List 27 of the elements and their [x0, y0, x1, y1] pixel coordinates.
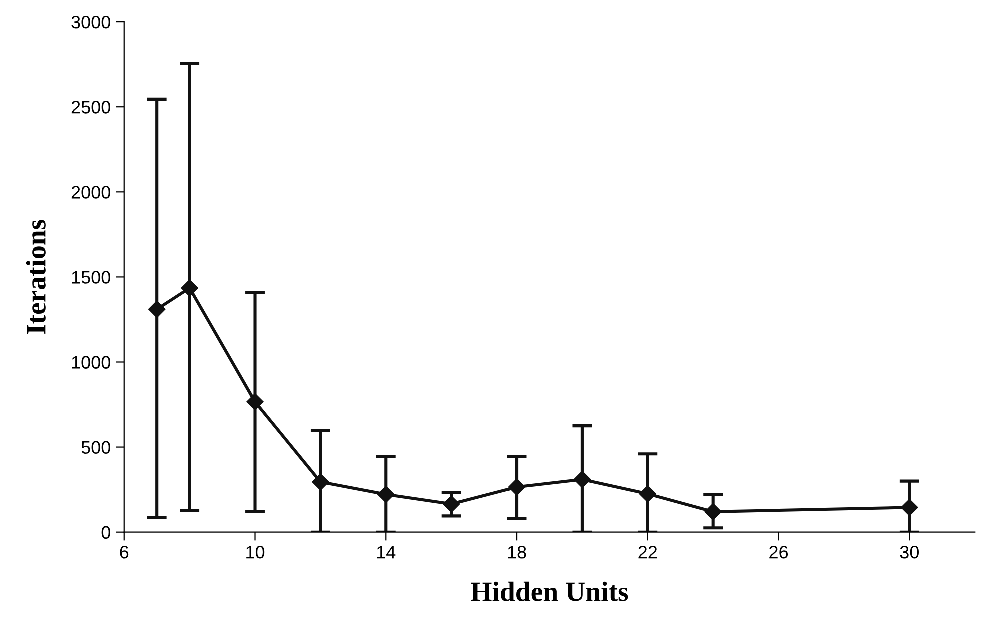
point [901, 499, 918, 516]
x-tick-label: 18 [508, 546, 526, 559]
point [246, 394, 264, 411]
x-tick-label: 30 [900, 546, 919, 559]
x-axis-title: Hidden Units [471, 582, 628, 602]
y-tick-label: 1500 [72, 271, 110, 284]
point [639, 486, 656, 503]
point [312, 474, 330, 491]
x-tick-label: 22 [638, 546, 658, 559]
y-tick-label: 500 [82, 441, 110, 454]
point [508, 478, 526, 496]
y-tick-label: 2000 [72, 186, 110, 199]
y-tick-label: 3000 [72, 16, 110, 29]
x-tick-label: 6 [120, 546, 129, 559]
point [574, 471, 592, 488]
point [443, 496, 460, 513]
y-tick-label: 2500 [72, 101, 110, 114]
point [378, 486, 395, 504]
x-tick-label: 10 [246, 546, 265, 559]
point [181, 280, 198, 297]
x-tick-label: 14 [377, 546, 396, 559]
x-tick-label: 26 [770, 546, 788, 559]
y-tick-label: 0 [102, 526, 110, 540]
y-tick-label: 1000 [72, 356, 110, 369]
point [704, 503, 722, 520]
y-axis-title: Iterations [26, 220, 46, 334]
point [148, 300, 166, 318]
